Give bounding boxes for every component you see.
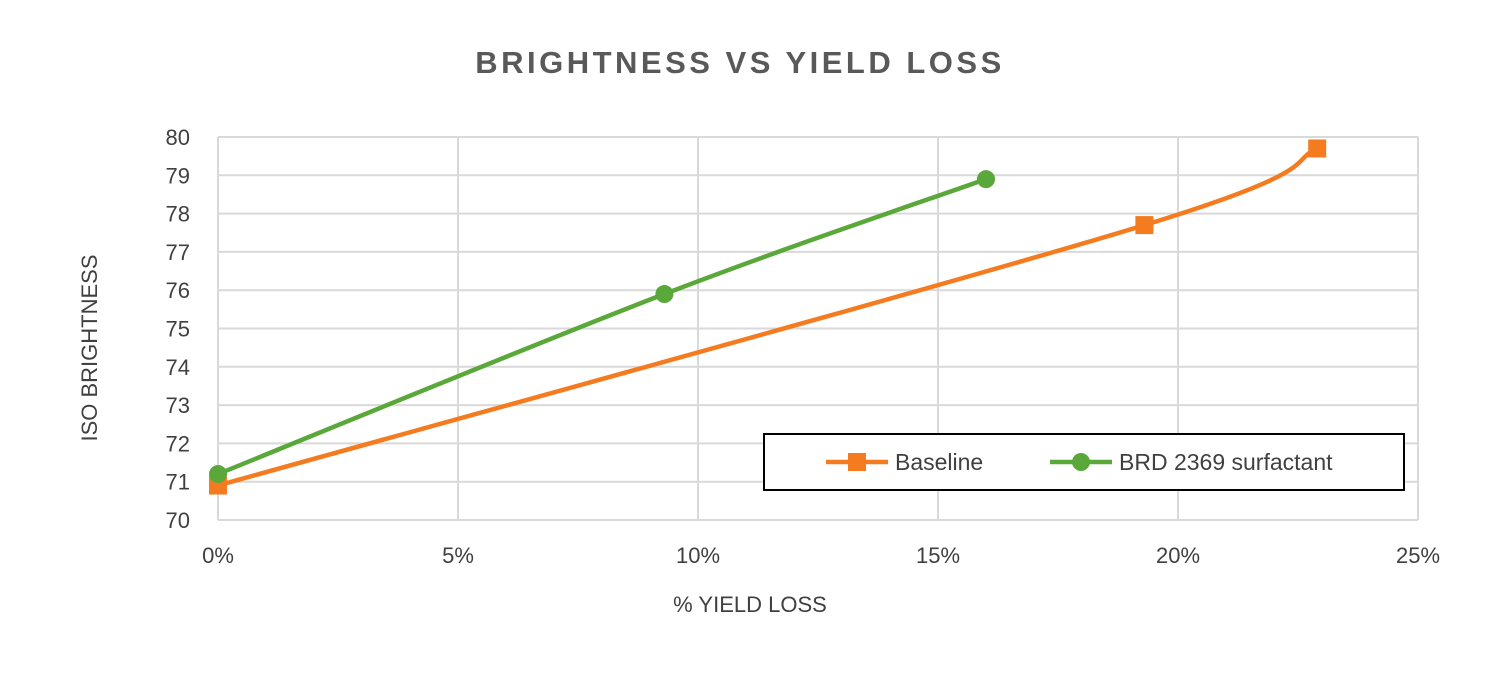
data-point xyxy=(655,285,674,304)
legend: Baseline BRD 2369 surfactant xyxy=(763,433,1405,491)
y-axis-label: ISO BRIGHTNESS xyxy=(77,254,102,441)
data-point xyxy=(209,465,227,484)
x-axis-label: % YIELD LOSS xyxy=(673,592,827,617)
series-layer xyxy=(209,139,1327,495)
x-tick-label: 10% xyxy=(676,543,720,568)
y-tick-label: 70 xyxy=(166,508,190,533)
data-point xyxy=(1308,139,1327,158)
y-tick-label: 75 xyxy=(166,317,190,342)
legend-marker xyxy=(1072,453,1090,471)
x-tick-label: 20% xyxy=(1156,543,1200,568)
y-tick-label: 77 xyxy=(166,240,190,265)
y-tick-label: 76 xyxy=(166,278,190,303)
legend-label: BRD 2369 surfactant xyxy=(1119,449,1333,475)
data-point xyxy=(1135,216,1154,235)
chart-title: BRIGHTNESS VS YIELD LOSS xyxy=(475,45,1005,80)
legend-label: Baseline xyxy=(895,449,983,475)
series-0 xyxy=(209,139,1327,495)
y-tick-label: 80 xyxy=(166,125,190,150)
y-tick-label: 74 xyxy=(166,355,190,380)
legend-item: Baseline xyxy=(826,449,983,475)
x-axis-ticks: 0% 5% 10% 15% 20% 25% xyxy=(202,543,1440,568)
y-tick-label: 79 xyxy=(166,163,190,188)
y-tick-label: 71 xyxy=(166,470,190,495)
series-line xyxy=(215,146,1320,488)
data-point xyxy=(977,170,995,189)
y-tick-label: 78 xyxy=(166,202,190,227)
x-tick-label: 15% xyxy=(916,543,960,568)
x-tick-label: 0% xyxy=(202,543,234,568)
series-line xyxy=(215,176,989,477)
x-tick-label: 25% xyxy=(1396,543,1440,568)
x-tick-label: 5% xyxy=(442,543,474,568)
y-axis-ticks: 70 71 72 73 74 75 76 77 78 79 80 xyxy=(166,125,190,533)
legend-marker xyxy=(848,453,866,471)
gridlines xyxy=(217,136,1419,521)
legend-item: BRD 2369 surfactant xyxy=(1050,449,1333,475)
series-1 xyxy=(209,170,995,484)
y-tick-label: 72 xyxy=(166,431,190,456)
y-tick-label: 73 xyxy=(166,393,190,418)
